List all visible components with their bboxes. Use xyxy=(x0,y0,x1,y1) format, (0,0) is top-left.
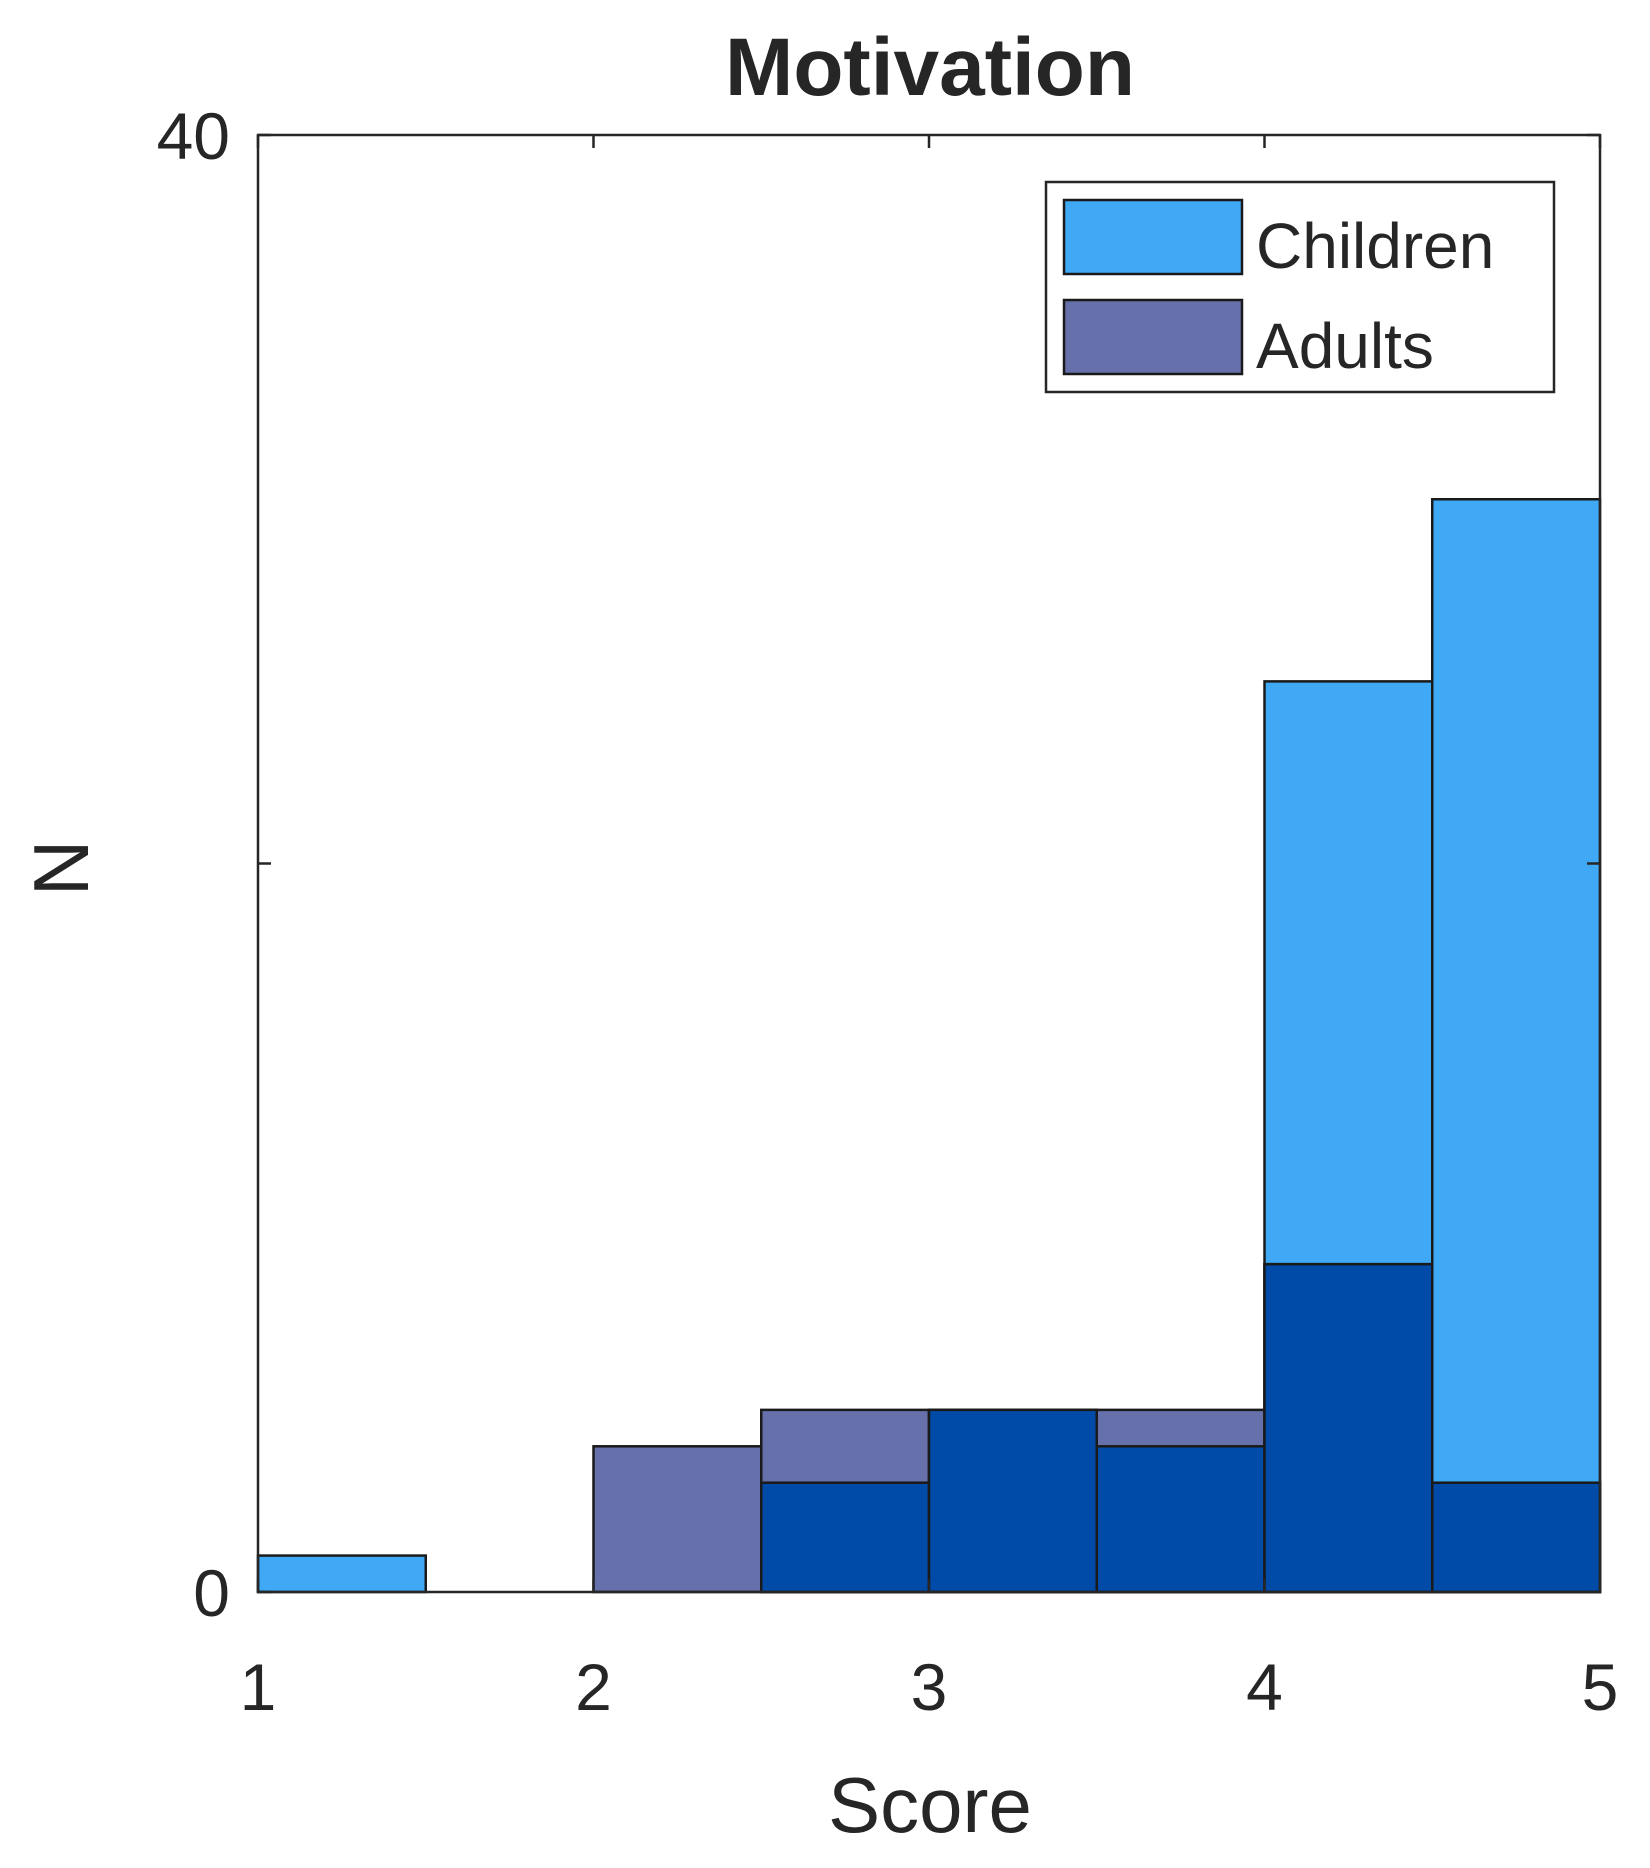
bars-layer xyxy=(256,498,1602,1594)
x-tick-label: 3 xyxy=(911,1650,948,1724)
x-tick-label: 4 xyxy=(1246,1650,1283,1724)
ticks-layer: 1 2 3 4 5 0 40 xyxy=(157,99,1619,1724)
bar-overlap-bin-8 xyxy=(1431,1481,1602,1594)
legend-label-children: Children xyxy=(1256,210,1494,282)
legend-swatch-adults xyxy=(1062,298,1244,376)
chart-title: Motivation xyxy=(725,22,1135,113)
legend-label-adults: Adults xyxy=(1256,310,1434,382)
y-tick-label: 0 xyxy=(193,1556,230,1630)
bar-children-bin-8 xyxy=(1431,498,1602,1594)
x-tick-label: 1 xyxy=(240,1650,277,1724)
bar-overlap-bin-5 xyxy=(927,1408,1098,1594)
bar-children-bin-1 xyxy=(256,1554,427,1594)
bar-overlap-bin-4 xyxy=(760,1481,931,1594)
legend-swatch-children xyxy=(1062,198,1244,276)
x-tick-label: 2 xyxy=(575,1650,612,1724)
y-tick-label: 40 xyxy=(157,99,230,173)
legend: Children Adults xyxy=(1044,180,1556,394)
bar-adults-bin-3 xyxy=(592,1445,763,1594)
y-axis-label: N xyxy=(17,840,105,896)
x-axis-label: Score xyxy=(828,1761,1032,1849)
bar-overlap-bin-7 xyxy=(1263,1262,1434,1594)
x-tick-label: 5 xyxy=(1582,1650,1619,1724)
bar-overlap-bin-6 xyxy=(1095,1445,1266,1594)
